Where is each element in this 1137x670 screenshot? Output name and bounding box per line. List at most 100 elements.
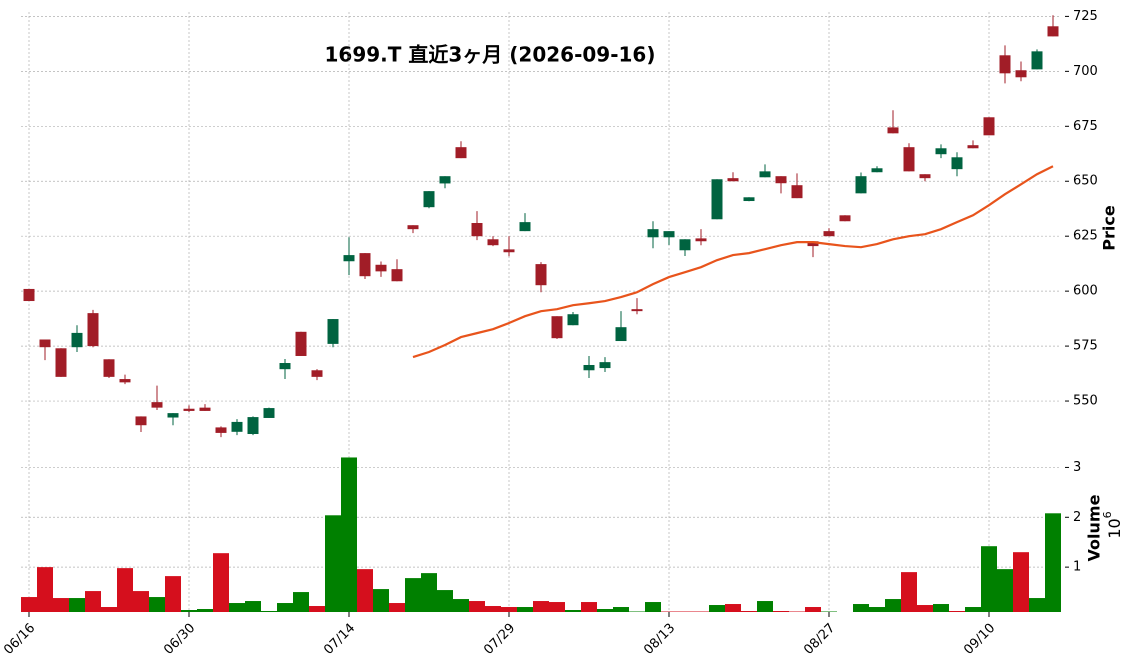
- candle-body: [327, 319, 339, 344]
- y-tick-label: 575: [1073, 339, 1098, 354]
- y-tick-label: 650: [1073, 174, 1098, 189]
- candle-body: [871, 168, 883, 173]
- volume-bar: [133, 591, 149, 612]
- y-tick-label: 700: [1073, 64, 1098, 79]
- y-tick-label: 3: [1073, 460, 1081, 475]
- volume-bar: [293, 592, 309, 612]
- volume-bar: [501, 607, 517, 612]
- candle-body: [183, 408, 195, 411]
- candle-body: [807, 241, 819, 247]
- volume-bar: [373, 589, 389, 612]
- volume-bar: [85, 591, 101, 612]
- candle-body: [775, 176, 787, 184]
- candle-body: [167, 413, 179, 418]
- candle-body: [983, 117, 995, 136]
- candle-body: [455, 147, 467, 159]
- volume-bar: [885, 599, 901, 612]
- volume-bar: [917, 605, 933, 612]
- candle-body: [87, 313, 99, 347]
- candle-body: [1031, 51, 1043, 70]
- volume-scale: 106: [1101, 511, 1124, 538]
- candle-body: [439, 176, 451, 184]
- candle-body: [23, 288, 35, 302]
- volume-bar: [597, 609, 613, 612]
- x-tick-label: 08/13: [641, 621, 678, 658]
- candle-body: [647, 229, 659, 238]
- candle-body: [679, 239, 691, 251]
- candle-body: [711, 179, 723, 220]
- y-tick-label: 2: [1073, 510, 1081, 525]
- volume-scale-base: 10: [1105, 518, 1124, 538]
- candle-body: [567, 314, 579, 326]
- y-tick-label: 625: [1073, 229, 1098, 244]
- volume-bar: [725, 604, 741, 612]
- candle-body: [695, 238, 707, 242]
- candle-body: [1047, 26, 1059, 37]
- candle-body: [855, 176, 867, 194]
- volume-bar: [1045, 513, 1061, 612]
- candle-body: [727, 178, 739, 182]
- candle-body: [199, 407, 211, 411]
- volume-scale-exponent: 6: [1101, 511, 1114, 518]
- candle-body: [487, 239, 499, 246]
- candle-body: [599, 362, 611, 369]
- volume-bar: [421, 573, 437, 612]
- candle-body: [967, 145, 979, 149]
- volume-bar: [533, 601, 549, 612]
- volume-bar: [357, 569, 373, 612]
- volume-bar: [453, 599, 469, 612]
- volume-bar: [1029, 598, 1045, 612]
- candle-body: [903, 147, 915, 172]
- candle-body: [663, 231, 675, 238]
- volume-axis-label: Volume: [1085, 494, 1104, 561]
- volume-bar: [949, 611, 965, 612]
- y-tick-label: 550: [1073, 394, 1098, 409]
- candle-body: [39, 339, 51, 348]
- x-tick-label: 07/14: [321, 621, 358, 658]
- x-tick-label: 08/27: [801, 621, 838, 658]
- candle-body: [135, 416, 147, 426]
- candle-body: [839, 215, 851, 222]
- volume-bar: [213, 553, 229, 612]
- volume-bar: [869, 607, 885, 612]
- volume-bar: [37, 567, 53, 612]
- volume-bar: [53, 598, 69, 612]
- volume-bar: [325, 515, 341, 612]
- volume-bar: [101, 607, 117, 612]
- chart-title: 1699.T 直近3ヶ月 (2026-09-16): [325, 43, 656, 67]
- candle-body: [279, 363, 291, 370]
- candle-body: [215, 427, 227, 433]
- volume-bar: [645, 602, 661, 612]
- candle-body: [71, 332, 83, 348]
- volume-bar: [181, 610, 197, 612]
- candle-body: [263, 408, 275, 418]
- candle-body: [295, 331, 307, 356]
- candle-body: [551, 316, 563, 339]
- volume-bar: [69, 598, 85, 612]
- candle-body: [103, 359, 115, 377]
- volume-bar: [309, 606, 325, 612]
- candle-body: [407, 225, 419, 230]
- candle-body: [423, 191, 435, 208]
- candle-body: [375, 264, 387, 272]
- volume-bar: [549, 602, 565, 612]
- candle-body: [887, 127, 899, 134]
- candle-body: [791, 185, 803, 199]
- candle-body: [999, 55, 1011, 74]
- y-tick-label: 675: [1073, 119, 1098, 134]
- candle-body: [247, 417, 259, 435]
- candle-body: [935, 148, 947, 155]
- candle-body: [119, 379, 131, 383]
- candle-body: [535, 264, 547, 286]
- y-axis-label: Price: [1100, 205, 1119, 251]
- x-tick-label: 09/10: [961, 621, 998, 658]
- volume-bar: [117, 568, 133, 612]
- y-tick-label: 1: [1073, 560, 1081, 575]
- volume-bar: [165, 576, 181, 612]
- volume-bar: [613, 607, 629, 612]
- candle-body: [759, 171, 771, 178]
- volume-bar: [469, 601, 485, 612]
- volume-bar: [229, 603, 245, 612]
